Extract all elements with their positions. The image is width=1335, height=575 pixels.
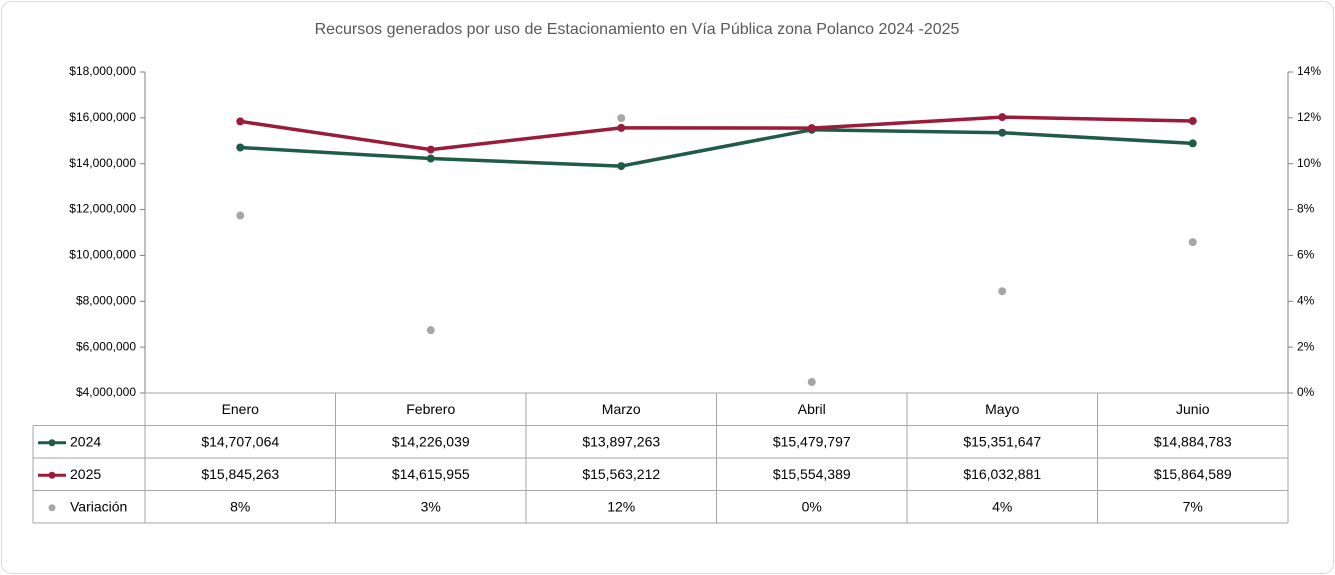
table-cell: $15,554,389	[773, 466, 851, 482]
series-marker	[617, 162, 626, 171]
y2-tick-label: 6%	[1297, 248, 1315, 262]
y2-tick-label: 0%	[1297, 385, 1315, 399]
scatter-point	[236, 211, 245, 220]
scatter-point	[1188, 238, 1197, 247]
table-cell: $16,032,881	[963, 466, 1041, 482]
x-tick-label: Marzo	[602, 401, 641, 417]
series-marker	[426, 145, 435, 154]
y2-tick-label: 2%	[1297, 339, 1315, 353]
table-cell: $14,707,064	[201, 433, 279, 449]
series-line	[239, 115, 1193, 152]
series-line	[240, 128, 1193, 168]
y-tick-label: $12,000,000	[69, 202, 136, 216]
table-cell: 7%	[1183, 498, 1203, 514]
y-tick-label: $4,000,000	[76, 385, 136, 399]
series-marker	[1188, 139, 1197, 148]
y-tick-label: $8,000,000	[76, 293, 136, 307]
table-cell: $14,226,039	[392, 433, 470, 449]
series-marker	[236, 143, 245, 152]
y-tick-label: $16,000,000	[69, 110, 136, 124]
scatter-point	[617, 114, 626, 123]
legend-marker	[48, 471, 56, 479]
x-tick-label: Junio	[1176, 401, 1210, 417]
table-cell: 3%	[421, 498, 441, 514]
series-marker	[426, 154, 435, 163]
x-tick-label: Abril	[798, 401, 826, 417]
series-marker	[998, 128, 1007, 137]
table-cell: $15,845,263	[201, 466, 279, 482]
table-cell: $15,479,797	[773, 433, 851, 449]
legend-label: 2025	[70, 466, 101, 482]
scatter-point	[426, 326, 435, 335]
y2-tick-label: 4%	[1297, 293, 1315, 307]
scatter-point	[807, 377, 816, 386]
y2-tick-label: 10%	[1297, 156, 1321, 170]
table-cell: $13,897,263	[582, 433, 660, 449]
legend-label: 2024	[70, 433, 101, 449]
x-tick-label: Mayo	[985, 401, 1019, 417]
x-tick-label: Febrero	[406, 401, 455, 417]
legend-marker	[48, 504, 56, 512]
legend-marker	[48, 439, 56, 447]
y-tick-label: $14,000,000	[69, 156, 136, 170]
y2-tick-label: 8%	[1297, 202, 1315, 216]
y-tick-label: $6,000,000	[76, 339, 136, 353]
series-marker	[1188, 116, 1197, 125]
table-cell: $15,864,589	[1154, 466, 1232, 482]
scatter-point	[998, 287, 1007, 296]
x-tick-label: Enero	[222, 401, 260, 417]
legend-label: Variación	[70, 498, 127, 514]
series-marker	[998, 113, 1007, 122]
series-marker	[236, 117, 245, 126]
table-cell: 12%	[607, 498, 635, 514]
table-cell: 8%	[230, 498, 250, 514]
table-cell: $15,351,647	[963, 433, 1041, 449]
y2-tick-label: 12%	[1297, 110, 1321, 124]
y2-tick-label: 14%	[1297, 64, 1321, 78]
y-tick-label: $18,000,000	[69, 64, 136, 78]
table-cell: $14,884,783	[1154, 433, 1232, 449]
table-cell: 0%	[802, 498, 822, 514]
table-cell: 4%	[992, 498, 1012, 514]
table-cell: $15,563,212	[582, 466, 660, 482]
series-marker	[807, 124, 816, 133]
table-cell: $14,615,955	[392, 466, 470, 482]
series-marker	[617, 123, 626, 132]
y-tick-label: $10,000,000	[69, 248, 136, 262]
chart-title: Recursos generados por uso de Estacionam…	[315, 21, 960, 38]
